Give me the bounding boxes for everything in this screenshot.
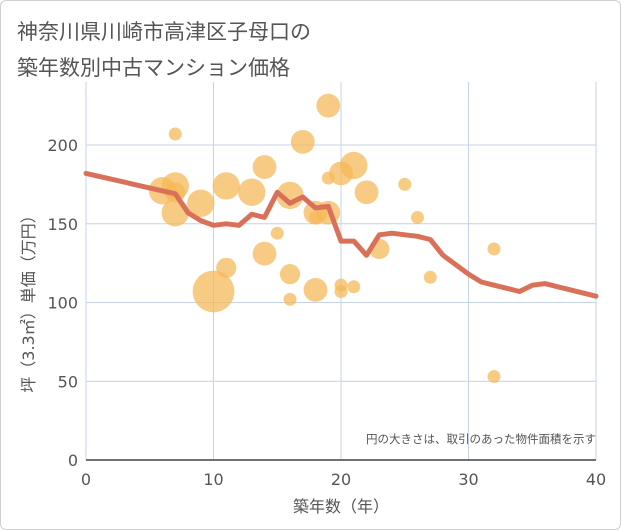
bubble-point bbox=[216, 257, 237, 278]
y-axis-label: 坪（3.3㎡）単価（万円） bbox=[19, 207, 38, 392]
trend-line bbox=[83, 170, 599, 299]
bubble-point bbox=[252, 241, 277, 266]
bubble-point bbox=[354, 180, 379, 205]
x-tick-label: 20 bbox=[331, 470, 351, 489]
bubble-point bbox=[168, 127, 182, 141]
y-tick-label: 150 bbox=[47, 215, 78, 234]
y-tick-label: 200 bbox=[47, 136, 78, 155]
bubble-point bbox=[487, 242, 501, 256]
y-tick-labels: 0 50 100 150 200 bbox=[47, 136, 78, 470]
bubble-point bbox=[340, 151, 368, 180]
bubble-point bbox=[283, 292, 297, 306]
bubble-point bbox=[192, 270, 235, 313]
bubble-point bbox=[161, 199, 189, 227]
bubble-size-note: 円の大きさは、取引のあった物件面積を示す bbox=[366, 432, 596, 446]
chart-title-line-1: 神奈川県川崎市高津区子母口の bbox=[17, 20, 311, 44]
y-tick-label: 50 bbox=[58, 372, 78, 391]
grid-lines bbox=[85, 82, 597, 460]
x-tick-label: 40 bbox=[586, 470, 606, 489]
chart-title: 神奈川県川崎市高津区子母口の 築年数別中古マンション価格 bbox=[17, 14, 577, 86]
chart-title-line-2: 築年数別中古マンション価格 bbox=[17, 56, 290, 80]
bubble-point bbox=[270, 226, 284, 240]
bubble-point bbox=[487, 370, 501, 384]
y-tick-label: 0 bbox=[68, 451, 78, 470]
x-tick-label: 10 bbox=[203, 470, 223, 489]
bubble-series bbox=[148, 93, 501, 384]
y-tick-label: 100 bbox=[47, 294, 78, 313]
bubble-point bbox=[411, 210, 424, 224]
x-tick-label: 30 bbox=[458, 470, 478, 489]
bubble-point bbox=[398, 177, 412, 191]
bubble-point bbox=[334, 284, 348, 298]
bubble-point bbox=[347, 280, 361, 294]
x-axis-label: 築年数（年） bbox=[293, 497, 389, 516]
bubble-point bbox=[316, 93, 341, 118]
bubble-point bbox=[279, 264, 301, 285]
bubble-point bbox=[187, 189, 215, 217]
bubble-point bbox=[252, 155, 277, 179]
bubble-point bbox=[238, 178, 266, 206]
x-tick-label: 0 bbox=[81, 470, 91, 489]
bubble-point bbox=[423, 270, 437, 284]
bubble-point bbox=[290, 129, 315, 154]
bubble-point bbox=[212, 172, 240, 200]
x-tick-labels: 0 10 20 30 40 bbox=[81, 470, 606, 489]
bubble-point bbox=[303, 278, 328, 302]
